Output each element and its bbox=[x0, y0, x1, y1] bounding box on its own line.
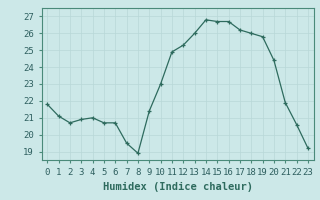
X-axis label: Humidex (Indice chaleur): Humidex (Indice chaleur) bbox=[103, 182, 252, 192]
